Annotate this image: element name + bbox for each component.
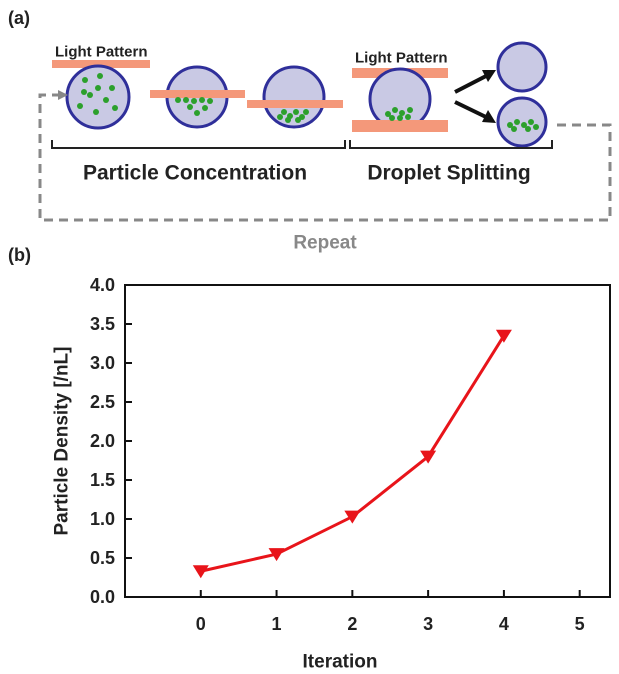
light-bar <box>352 120 448 132</box>
data-marker <box>344 510 361 524</box>
chart: (b) Iteration Particle Density [/nL] 0.0… <box>8 245 611 673</box>
x-tick-label: 3 <box>423 614 433 634</box>
step-label: Droplet Splitting <box>367 162 530 185</box>
y-tick-label: 2.0 <box>90 431 115 451</box>
repeat-arrow <box>58 90 68 100</box>
x-tick-label: 1 <box>272 614 282 634</box>
data-line <box>200 334 506 573</box>
x-axis-label: Iteration <box>303 652 378 673</box>
x-tick-label: 2 <box>347 614 357 634</box>
droplet <box>496 41 548 93</box>
step-label: Particle Concentration <box>83 162 307 185</box>
x-tick-label: 5 <box>575 614 585 634</box>
y-tick-label: 4.0 <box>90 275 115 295</box>
y-tick-label: 3.0 <box>90 353 115 373</box>
split-arrows <box>454 70 496 123</box>
y-axis-label: Particle Density [/nL] <box>52 347 73 536</box>
y-tick-label: 1.0 <box>90 509 115 529</box>
bracket <box>51 140 346 149</box>
repeat-loop <box>38 93 612 222</box>
particles <box>385 107 413 121</box>
diagram: (a) Light Pattern Light Pattern <box>8 8 612 254</box>
y-tick-label: 0.0 <box>90 587 115 607</box>
x-tick-label: 0 <box>196 614 206 634</box>
light-bar <box>52 60 150 68</box>
particles <box>77 73 118 115</box>
light-bar <box>247 100 343 108</box>
panel-label: (b) <box>8 245 31 265</box>
light-label: Light Pattern <box>355 50 448 67</box>
data-marker <box>495 329 512 343</box>
particles <box>175 97 213 116</box>
y-tick-label: 2.5 <box>90 392 115 412</box>
panel-label: (a) <box>8 8 30 28</box>
droplet <box>262 65 326 129</box>
plot-frame <box>124 284 611 598</box>
particles <box>277 109 309 123</box>
bracket <box>349 140 553 149</box>
y-tick-label: 1.5 <box>90 470 115 490</box>
repeat-label: Repeat <box>293 233 357 254</box>
particles <box>507 119 539 132</box>
x-tick-label: 4 <box>499 614 509 634</box>
y-tick-label: 3.5 <box>90 314 115 334</box>
data-marker <box>192 565 209 579</box>
light-label: Light Pattern <box>55 44 148 61</box>
droplet <box>496 96 548 148</box>
y-tick-label: 0.5 <box>90 548 115 568</box>
light-bar <box>150 90 245 98</box>
data-marker <box>420 450 437 464</box>
data-marker <box>268 548 285 562</box>
